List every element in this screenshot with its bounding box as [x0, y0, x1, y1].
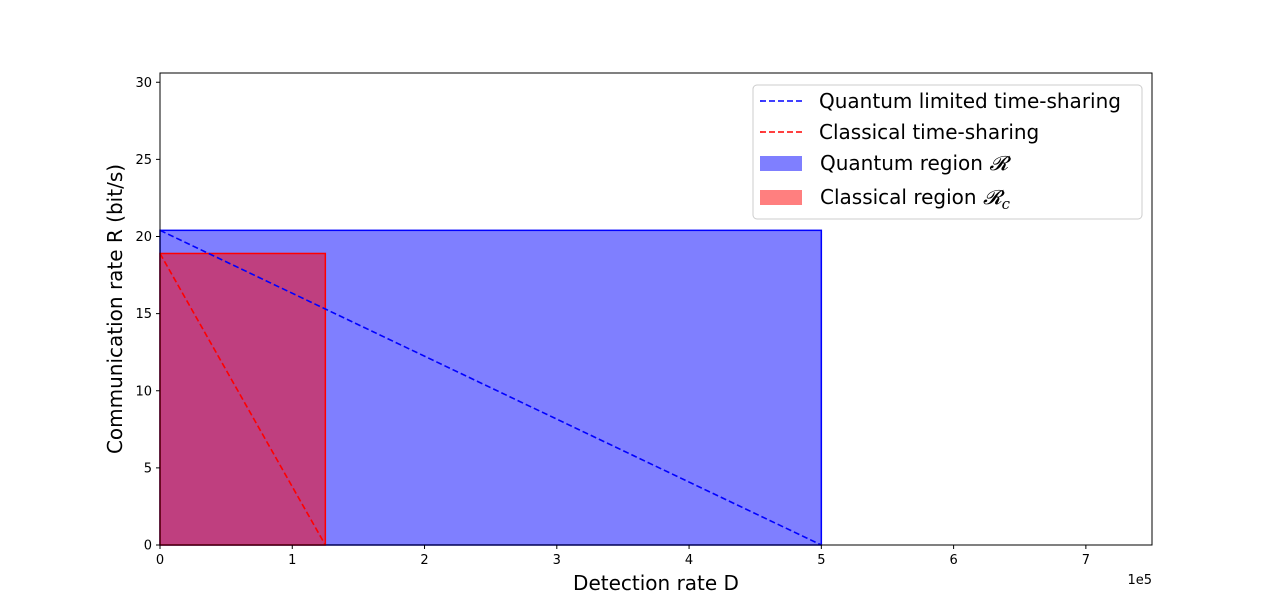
x-tick-label: 6	[949, 553, 957, 568]
y-tick-label: 10	[135, 384, 152, 399]
x-axis-label: Detection rate D	[573, 571, 739, 595]
plot-frame	[159, 72, 1153, 546]
legend-box	[752, 84, 1143, 220]
y-tick-label: 0	[144, 539, 152, 554]
y-tick-label: 20	[135, 230, 152, 245]
x-axis: 0 1 2 3 4 5 6 7	[156, 545, 1090, 568]
legend-label: Quantum limited time-sharing	[819, 89, 1121, 113]
series-line-classical	[159, 253, 327, 546]
x-tick-label: 4	[685, 553, 693, 568]
legend-label: Quantum region 𝓡	[820, 151, 1011, 175]
y-tick-label: 5	[144, 461, 152, 476]
x-tick-label: 0	[156, 553, 164, 568]
legend-patch-swatch	[760, 156, 802, 171]
x-tick-label: 5	[817, 553, 825, 568]
y-tick-label: 15	[135, 307, 152, 322]
y-tick-label: 25	[135, 153, 152, 168]
x-tick-label: 3	[553, 553, 561, 568]
y-tick-label: 30	[135, 76, 152, 91]
series-line-quantum	[159, 229, 822, 546]
lines-layer	[159, 229, 822, 546]
legend-label: Classical region 𝓡c	[820, 185, 1011, 213]
legend: Quantum limited time-sharing Classical ti…	[752, 84, 1143, 220]
legend-label: Classical time-sharing	[819, 120, 1039, 144]
x-tick-label: 1	[288, 553, 296, 568]
legend-patch-swatch	[760, 190, 802, 205]
x-tick-label: 7	[1082, 553, 1090, 568]
x-axis-multiplier: 1e5	[1127, 573, 1152, 588]
y-axis: 0 5 10 15 20 25 30	[135, 76, 160, 554]
y-axis-label: Communication rate R (bit/s)	[103, 164, 127, 454]
x-tick-label: 2	[420, 553, 428, 568]
